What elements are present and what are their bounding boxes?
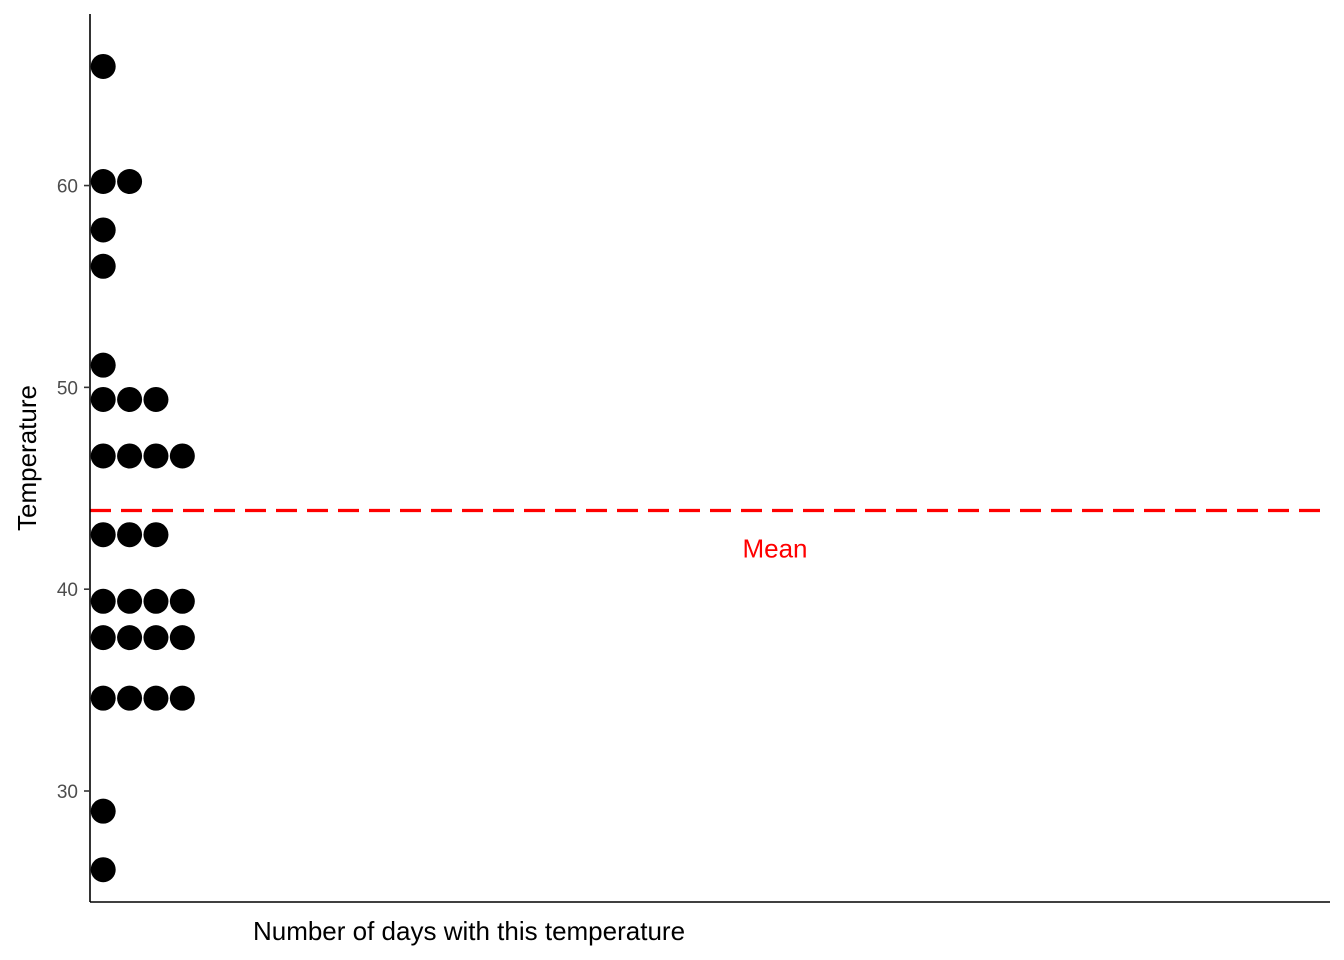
data-dot <box>117 169 143 195</box>
y-tick-label: 40 <box>57 580 78 601</box>
data-dot <box>169 625 195 651</box>
y-tick-label: 60 <box>57 177 78 198</box>
data-dot <box>143 588 169 614</box>
data-dot <box>117 522 143 548</box>
y-axis-title: Temperature <box>12 385 42 531</box>
data-dot <box>90 53 116 79</box>
data-dot <box>117 685 143 711</box>
data-dot <box>90 253 116 279</box>
data-dot <box>143 625 169 651</box>
data-dot <box>90 443 116 469</box>
data-dot <box>90 625 116 651</box>
y-axis-ticks: 30 40 50 60 <box>57 177 90 803</box>
data-dot <box>117 443 143 469</box>
data-dot <box>143 522 169 548</box>
data-dot <box>143 443 169 469</box>
data-dot <box>90 857 116 883</box>
x-axis-title: Number of days with this temperature <box>253 916 685 946</box>
data-dot <box>90 169 116 195</box>
data-dot <box>90 352 116 378</box>
plot-layer: Mean <box>90 53 1330 883</box>
mean-label: Mean <box>742 533 807 563</box>
data-dot <box>117 386 143 412</box>
data-dot <box>169 588 195 614</box>
data-dot <box>117 625 143 651</box>
data-dot <box>169 443 195 469</box>
y-tick-label: 50 <box>57 378 78 399</box>
data-dot <box>90 685 116 711</box>
data-dot <box>169 685 195 711</box>
data-dot <box>90 522 116 548</box>
data-dot <box>90 217 116 243</box>
data-dot <box>90 588 116 614</box>
data-dot <box>117 588 143 614</box>
data-dot <box>143 685 169 711</box>
data-dot <box>90 798 116 824</box>
data-dot <box>90 386 116 412</box>
y-tick-label: 30 <box>57 782 78 803</box>
data-dot <box>143 386 169 412</box>
